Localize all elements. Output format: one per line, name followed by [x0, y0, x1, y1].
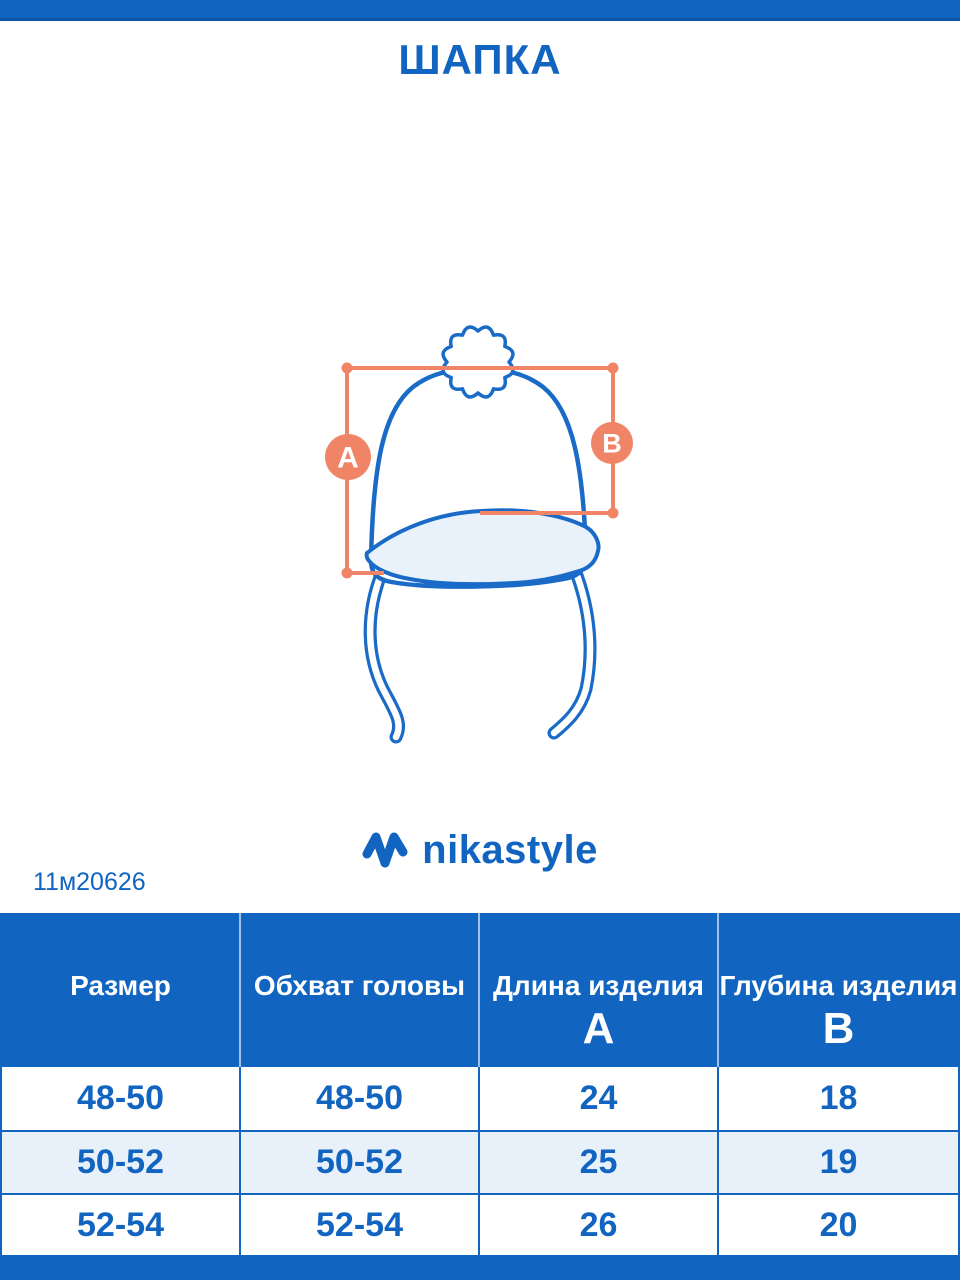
brand-logo-text: nikastyle: [422, 828, 598, 872]
cell-depth-b: 19: [819, 1143, 858, 1181]
cell-head-circumference: 50-52: [241, 1132, 480, 1193]
header-letter: A: [582, 1004, 615, 1053]
top-accent-bar: [0, 0, 960, 21]
header-cell-size: Размер: [2, 913, 241, 1067]
header-letter: B: [822, 1004, 855, 1053]
cell-depth-b: 20: [819, 1206, 858, 1244]
cell-length-a: 25: [480, 1132, 719, 1193]
measure-b-label: B: [602, 428, 622, 458]
page-title: ШАПКА: [398, 36, 562, 83]
nikastyle-logo-icon: [362, 832, 408, 868]
product-code: 11м20626: [33, 868, 146, 896]
cell-length-a: 26: [480, 1195, 719, 1256]
table-row: 52-54 52-54 26 20: [2, 1193, 958, 1256]
hat-measurement-diagram: A B: [325, 325, 633, 744]
cell-head-circumference: 48-50: [241, 1067, 480, 1130]
hat-brim-icon: [364, 508, 601, 587]
bottom-accent-bar: [0, 1255, 960, 1280]
header-label: Размер: [70, 970, 171, 1001]
header-label: Глубина изделия: [719, 970, 958, 1001]
header-cell-length-a: Длина изделия A: [480, 913, 719, 1067]
cell-depth-b: 18: [819, 1079, 858, 1117]
table-row: 48-50 48-50 24 18: [2, 1067, 958, 1130]
cell-length-a: 24: [480, 1067, 719, 1130]
hat-ties-icon: [363, 563, 597, 744]
cell-size: 52-54: [2, 1195, 241, 1256]
header-cell-head-circumference: Обхват головы: [241, 913, 480, 1067]
measure-b-badge: B: [591, 422, 633, 464]
size-table: Размер Обхват головы Длина изделия A Глу…: [0, 913, 960, 1256]
header-label: Обхват головы: [253, 970, 466, 1001]
measure-a-badge: A: [325, 434, 371, 480]
hat-pompom-icon: [441, 325, 515, 399]
brand-logo: nikastyle: [0, 822, 960, 878]
table-row: 50-52 50-52 25 19: [2, 1130, 958, 1193]
cell-size: 50-52: [2, 1132, 241, 1193]
cell-head-circumference: 52-54: [241, 1195, 480, 1256]
size-table-header-row: Размер Обхват головы Длина изделия A Глу…: [2, 913, 958, 1067]
header-label: Длина изделия: [492, 970, 705, 1001]
header-cell-depth-b: Глубина изделия B: [719, 913, 958, 1067]
measure-a-label: A: [337, 442, 359, 475]
measurement-endpoints: [341, 362, 619, 579]
cell-size: 48-50: [2, 1067, 241, 1130]
